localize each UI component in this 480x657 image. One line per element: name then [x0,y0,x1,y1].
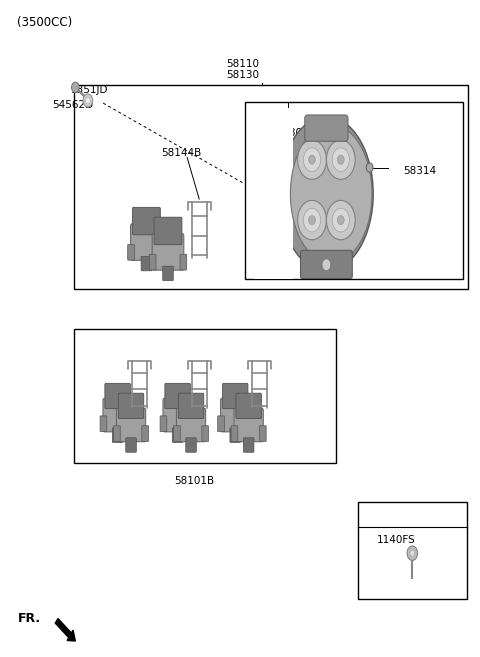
Circle shape [326,140,355,179]
Circle shape [322,259,331,271]
FancyBboxPatch shape [126,438,136,452]
Bar [245,102,463,279]
Text: 58314: 58314 [403,166,436,176]
FancyBboxPatch shape [163,398,192,432]
Text: 58181: 58181 [269,139,302,149]
Circle shape [85,97,90,104]
FancyBboxPatch shape [173,426,180,442]
Circle shape [303,208,321,232]
Circle shape [72,82,79,93]
FancyBboxPatch shape [172,428,183,442]
FancyBboxPatch shape [234,408,263,442]
FancyBboxPatch shape [114,426,120,442]
Circle shape [337,155,344,164]
FancyBboxPatch shape [243,438,254,452]
FancyBboxPatch shape [119,393,144,419]
FancyBboxPatch shape [217,416,224,432]
Circle shape [337,215,344,225]
FancyBboxPatch shape [305,115,348,141]
FancyBboxPatch shape [165,383,190,409]
FancyBboxPatch shape [128,244,134,260]
FancyBboxPatch shape [177,408,205,442]
Ellipse shape [279,117,373,271]
FancyBboxPatch shape [131,224,162,260]
FancyBboxPatch shape [141,256,152,271]
Circle shape [298,200,326,240]
Circle shape [410,550,415,556]
Text: 58110: 58110 [226,59,259,69]
FancyBboxPatch shape [222,383,248,409]
FancyBboxPatch shape [142,426,149,442]
FancyBboxPatch shape [163,266,173,281]
FancyBboxPatch shape [129,416,135,432]
FancyBboxPatch shape [112,428,123,442]
Circle shape [83,94,93,107]
FancyBboxPatch shape [105,383,131,409]
Text: 1140FS: 1140FS [377,535,415,545]
FancyBboxPatch shape [152,234,184,270]
FancyBboxPatch shape [132,208,160,235]
Circle shape [332,148,349,171]
FancyBboxPatch shape [103,398,132,432]
Bar [74,85,468,289]
FancyBboxPatch shape [300,250,352,279]
Circle shape [298,140,326,179]
Circle shape [332,208,349,232]
Circle shape [303,148,321,171]
FancyBboxPatch shape [188,416,195,432]
FancyBboxPatch shape [246,416,252,432]
FancyBboxPatch shape [100,416,107,432]
Text: (3500CC): (3500CC) [17,16,72,30]
FancyBboxPatch shape [160,416,167,432]
Text: 54562D: 54562D [52,100,93,110]
FancyBboxPatch shape [117,408,146,442]
FancyBboxPatch shape [149,254,156,270]
Text: 58101B: 58101B [174,476,215,486]
Text: 1351JD: 1351JD [71,85,108,95]
Circle shape [407,546,418,560]
Text: 58144B: 58144B [161,148,201,158]
FancyBboxPatch shape [236,393,261,419]
Circle shape [309,155,315,164]
FancyArrow shape [55,618,75,641]
Circle shape [366,163,373,172]
FancyBboxPatch shape [180,254,187,270]
Circle shape [309,215,315,225]
Ellipse shape [290,125,372,263]
FancyBboxPatch shape [230,428,240,442]
Bar [358,502,467,599]
Text: 58180: 58180 [269,128,302,138]
FancyBboxPatch shape [220,398,250,432]
Bar [74,328,336,463]
FancyBboxPatch shape [202,426,209,442]
Text: FR.: FR. [18,612,41,625]
FancyBboxPatch shape [154,217,182,244]
Text: 58130: 58130 [226,70,259,80]
FancyBboxPatch shape [158,244,165,260]
FancyBboxPatch shape [259,426,266,442]
FancyBboxPatch shape [231,426,238,442]
Circle shape [326,200,355,240]
FancyBboxPatch shape [179,393,204,419]
FancyBboxPatch shape [186,438,196,452]
Bar [254,108,293,279]
